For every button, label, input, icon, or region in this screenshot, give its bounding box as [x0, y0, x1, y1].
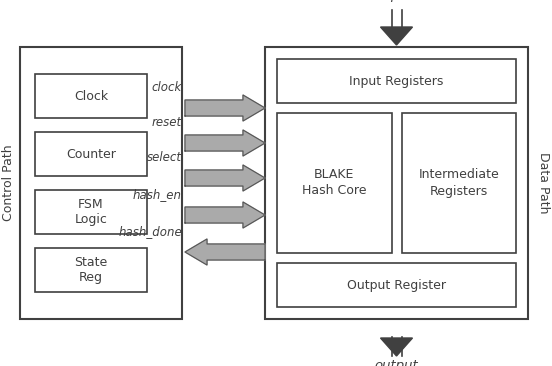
Text: Data Path: Data Path — [537, 152, 549, 214]
Bar — [277, 113, 391, 253]
Bar — [277, 59, 516, 103]
Text: clock: clock — [152, 81, 182, 94]
Text: reset: reset — [152, 116, 182, 129]
Text: Counter: Counter — [66, 147, 116, 161]
Text: Control Path: Control Path — [3, 145, 15, 221]
Text: hash_done: hash_done — [118, 225, 182, 238]
Bar — [35, 74, 147, 118]
Polygon shape — [185, 165, 265, 191]
Polygon shape — [185, 202, 265, 228]
Bar — [35, 132, 147, 176]
Text: hash_en: hash_en — [133, 188, 182, 201]
Text: Input Registers: Input Registers — [349, 75, 444, 87]
Text: input: input — [380, 0, 413, 2]
Bar — [35, 248, 147, 292]
Bar — [265, 47, 528, 319]
Bar — [20, 47, 182, 319]
Text: select: select — [147, 151, 182, 164]
Text: Clock: Clock — [74, 90, 108, 102]
Text: State
Reg: State Reg — [75, 255, 108, 284]
Polygon shape — [185, 239, 265, 265]
Text: output: output — [375, 359, 418, 366]
Text: BLAKE
Hash Core: BLAKE Hash Core — [302, 168, 367, 198]
Polygon shape — [185, 95, 265, 121]
Bar — [401, 113, 516, 253]
Text: Intermediate
Registers: Intermediate Registers — [418, 168, 499, 198]
Text: Output Register: Output Register — [347, 279, 446, 291]
Bar — [35, 190, 147, 234]
Bar — [277, 263, 516, 307]
Polygon shape — [380, 27, 412, 45]
Polygon shape — [185, 130, 265, 156]
Polygon shape — [380, 338, 412, 356]
Text: FSM
Logic: FSM Logic — [75, 198, 108, 227]
